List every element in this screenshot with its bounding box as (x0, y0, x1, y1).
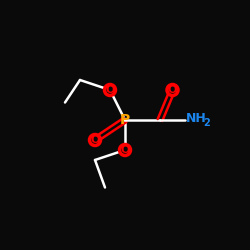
Text: P: P (120, 113, 130, 127)
Circle shape (104, 84, 116, 96)
Text: O: O (105, 85, 115, 95)
Text: O: O (168, 85, 177, 95)
Text: O: O (90, 135, 100, 145)
Circle shape (167, 84, 178, 96)
Circle shape (90, 134, 101, 145)
Circle shape (120, 144, 130, 156)
Text: O: O (120, 145, 130, 155)
Text: NH: NH (186, 112, 207, 125)
Text: 2: 2 (204, 118, 210, 128)
